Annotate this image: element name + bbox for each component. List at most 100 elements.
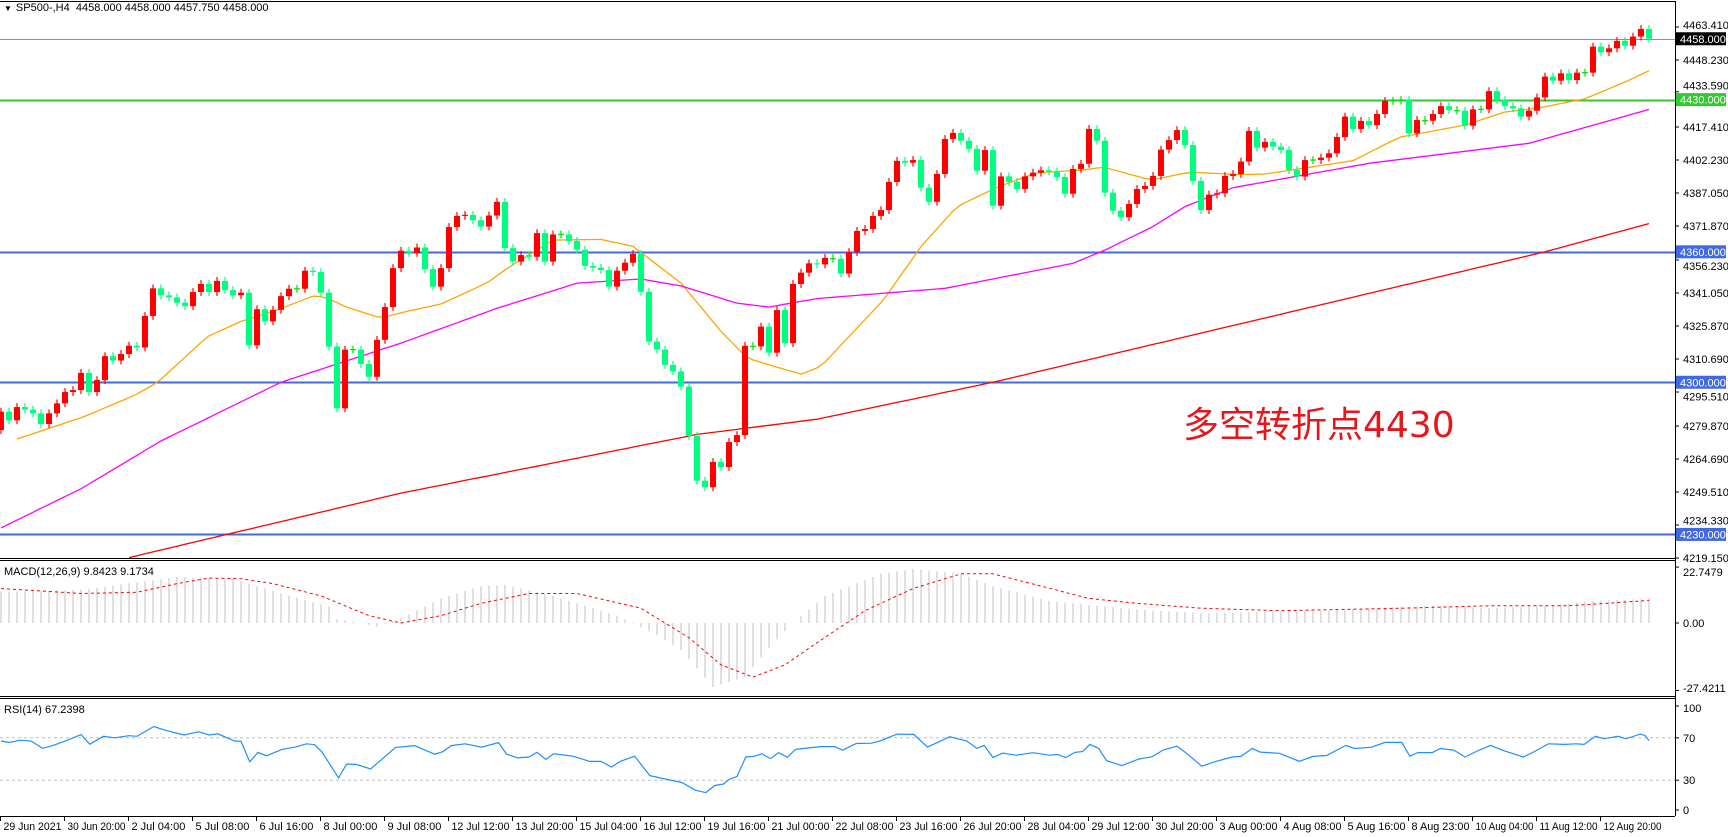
candle [1550,72,1556,85]
candle [1142,182,1148,193]
time-label: 11 Aug 12:00 [1540,821,1598,833]
candle [758,322,764,351]
rsi-pane[interactable] [0,725,1675,794]
candle-body [846,252,852,274]
candle-body [70,390,76,393]
candle-body [1342,116,1348,138]
time-label: 9 Jul 08:00 [388,821,442,833]
candle-body [190,292,196,307]
candle-body [334,346,340,409]
price-label: 4249.510 [1683,487,1728,499]
candle-body [54,403,60,414]
price-label: 4279.870 [1683,421,1728,433]
candle [342,345,348,413]
candle-body [510,248,516,262]
candle [1542,72,1548,102]
candle [14,403,20,425]
candle-body [598,267,604,271]
candle [1230,170,1236,180]
candle-body [518,255,524,262]
candle [1214,189,1220,199]
candle-body [1062,177,1068,194]
candle-body [710,462,716,488]
candle-body [654,341,660,350]
candle-body [934,173,940,202]
candle [766,322,772,357]
time-label: 6 Jul 16:00 [260,821,314,833]
candle [1518,104,1524,121]
candle [638,250,644,296]
macd-label: MACD(12,26,9) 9.8423 9.1734 [4,566,154,578]
candle-body [1646,28,1652,39]
time-label: 10 Aug 04:00 [1476,821,1534,833]
candle [134,341,140,352]
candle [1126,200,1132,222]
candle [1270,138,1276,151]
candle-body [374,339,380,377]
candle [870,212,876,233]
candle [1622,37,1628,50]
candle-body [422,247,428,270]
candle-body [62,392,68,404]
level-label: 4430.000 [1680,95,1726,107]
time-label: 4 Aug 08:00 [1284,821,1342,833]
candle [1646,25,1652,43]
candle [1318,153,1324,164]
candle [1238,157,1244,178]
candle-body [990,150,996,206]
candle [1454,106,1460,115]
candle [1374,110,1380,129]
candle [798,268,804,288]
candle-body [22,407,28,410]
candle-body [1614,40,1620,49]
candlesticks [0,25,1652,492]
candle-body [1446,106,1452,111]
candle-body [174,297,180,303]
price-pane[interactable]: 多空转折点4430 [0,25,1675,558]
candle [1134,185,1140,208]
moving-averages [0,70,1650,558]
time-label: 22 Jul 08:00 [836,821,894,833]
candle-body [206,283,212,293]
time-label: 21 Jul 00:00 [772,821,830,833]
rsi-axis-label: 70 [1683,733,1695,745]
candle-body [838,258,844,274]
candle [646,287,652,346]
candle-body [758,326,764,347]
candle-body [766,326,772,353]
ohlc-values: 4458.000 4458.000 4457.750 4458.000 [75,2,269,14]
candle-body [430,269,436,287]
candle [494,197,500,220]
candle-body [1606,48,1612,53]
candle [782,306,788,348]
candle [22,403,28,414]
candle-body [494,201,500,216]
candle-body [1438,106,1444,114]
time-label: 3 Aug 00:00 [1220,821,1278,833]
candle [1110,188,1116,215]
candle-body [926,187,932,202]
candle-body [1230,173,1236,176]
candle-body [1494,91,1500,101]
candle-body [1182,130,1188,146]
time-label: 13 Jul 20:00 [516,821,574,833]
candle [1382,97,1388,118]
candle-body [686,386,692,436]
candle [1398,96,1404,105]
candle-body [950,132,956,139]
candle-body [1566,73,1572,81]
rsi-axis: 100 70 30 0 [1675,703,1701,817]
rsi-axis-label: 100 [1683,703,1701,715]
horizontal-levels[interactable] [0,39,1675,536]
dropdown-triangle-icon[interactable]: ▼ [4,4,12,13]
candle [926,183,932,206]
candle [182,298,188,311]
candle-body [262,309,268,322]
price-label: 4371.870 [1683,221,1728,233]
candle-body [1166,140,1172,150]
candle [1358,117,1364,133]
macd-pane[interactable] [0,568,1650,687]
price-label: 4219.150 [1683,553,1728,565]
time-label: 30 Jul 20:00 [1156,821,1214,833]
